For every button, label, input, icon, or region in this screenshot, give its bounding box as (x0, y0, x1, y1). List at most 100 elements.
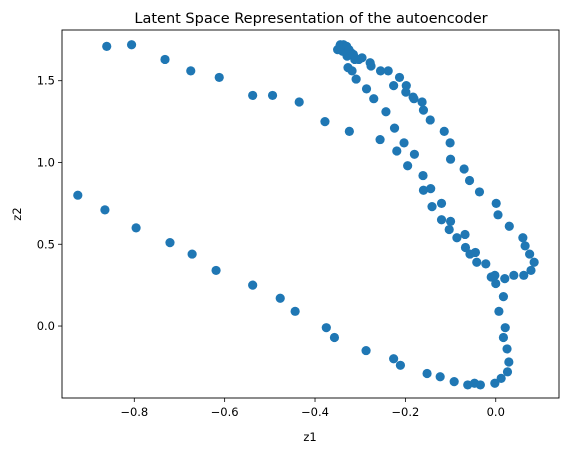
scatter-point (389, 123, 400, 133)
scatter-point (417, 97, 427, 107)
scatter-point (444, 224, 454, 235)
x-tick-label: −0.4 (301, 405, 329, 419)
scatter-point (494, 306, 504, 316)
scatter-point (529, 257, 539, 267)
scatter-point (502, 367, 513, 377)
scatter-point (500, 323, 510, 333)
plot-area-frame (61, 29, 560, 399)
scatter-point (267, 90, 278, 101)
scatter-point (160, 54, 170, 65)
chart-title: Latent Space Representation of the autoe… (134, 11, 487, 27)
scatter-point (418, 185, 429, 195)
scatter-point (401, 87, 411, 97)
scatter-point (459, 164, 469, 174)
scatter-point (502, 344, 512, 354)
scatter-point (383, 66, 393, 76)
scatter-point (520, 241, 530, 251)
scatter-point (498, 332, 509, 343)
scatter-point (474, 187, 485, 197)
scatter-point (321, 323, 331, 333)
scatter-point (518, 233, 528, 243)
scatter-point (445, 138, 455, 148)
scatter-point (186, 66, 196, 76)
scatter-point (449, 377, 459, 387)
scatter-point (389, 81, 399, 91)
scatter-point (126, 40, 137, 50)
x-tick-label: −0.2 (391, 405, 419, 419)
scatter-point (519, 270, 529, 280)
scatter-point (418, 105, 429, 115)
scatter-point (460, 229, 470, 240)
scatter-point (422, 368, 432, 379)
scatter-point (490, 378, 500, 388)
y-axis-ticks: 0.0 0.5 1.0 1.5 (37, 74, 62, 333)
scatter-point (394, 72, 405, 83)
scatter-point (504, 357, 514, 367)
scatter-point (344, 126, 354, 137)
scatter-point (425, 115, 435, 125)
y-axis-label: z2 (10, 207, 24, 220)
scatter-point (452, 233, 462, 243)
scatter-point (460, 242, 471, 253)
scatter-point (498, 291, 509, 302)
scatter-point (294, 97, 304, 107)
scatter-point (526, 265, 536, 276)
scatter-point (248, 90, 258, 101)
x-tick-label: 0.0 (487, 405, 505, 419)
scatter-point (369, 94, 379, 104)
x-axis-label: z1 (303, 430, 316, 444)
scatter-points (73, 40, 539, 390)
scatter-point (427, 202, 437, 212)
scatter-point (320, 116, 330, 127)
scatter-point (275, 293, 285, 303)
scatter-point (395, 360, 406, 370)
scatter-point (381, 107, 391, 117)
y-tick-label: 1.5 (37, 74, 55, 88)
scatter-point (409, 94, 419, 104)
scatter-point (165, 238, 175, 248)
scatter-point (472, 257, 482, 267)
scatter-point (481, 259, 491, 269)
scatter-point (214, 72, 224, 83)
x-tick-label: −0.8 (120, 405, 148, 419)
scatter-point (351, 74, 361, 84)
scatter-point (347, 66, 357, 76)
scatter-point (490, 270, 500, 280)
scatter-point (211, 265, 221, 276)
scatter-point (491, 198, 501, 208)
y-tick-label: 1.0 (37, 155, 55, 169)
scatter-point (392, 146, 402, 156)
scatter-point (102, 41, 112, 51)
scatter-point (426, 184, 436, 194)
scatter-point (491, 278, 501, 289)
scatter-point (401, 81, 411, 91)
y-tick-label: 0.5 (37, 237, 55, 251)
scatter-point (290, 306, 300, 316)
x-tick-label: −0.6 (211, 405, 239, 419)
scatter-point (248, 280, 258, 290)
scatter-point (445, 216, 456, 226)
scatter-point (403, 161, 413, 171)
scatter-point (187, 249, 197, 259)
scatter-point (329, 332, 340, 343)
scatter-point (464, 175, 475, 186)
scatter-point (496, 373, 506, 383)
scatter-point (366, 61, 376, 71)
scatter-point (361, 84, 372, 94)
scatter-point (418, 170, 428, 181)
scatter-point (435, 372, 445, 382)
scatter-point (445, 154, 456, 164)
scatter-point (504, 221, 514, 231)
scatter-point (493, 210, 503, 220)
scatter-point (470, 247, 481, 258)
y-tick-label: 0.0 (37, 319, 55, 333)
scatter-point (409, 149, 420, 159)
scatter-point (525, 249, 535, 259)
scatter-point (439, 126, 449, 137)
scatter-point (100, 205, 110, 215)
scatter-point (348, 49, 359, 60)
x-axis-ticks: −0.8 −0.6 −0.4 −0.2 0.0 (120, 398, 505, 419)
scatter-point (436, 198, 447, 208)
scatter-point (389, 354, 399, 364)
